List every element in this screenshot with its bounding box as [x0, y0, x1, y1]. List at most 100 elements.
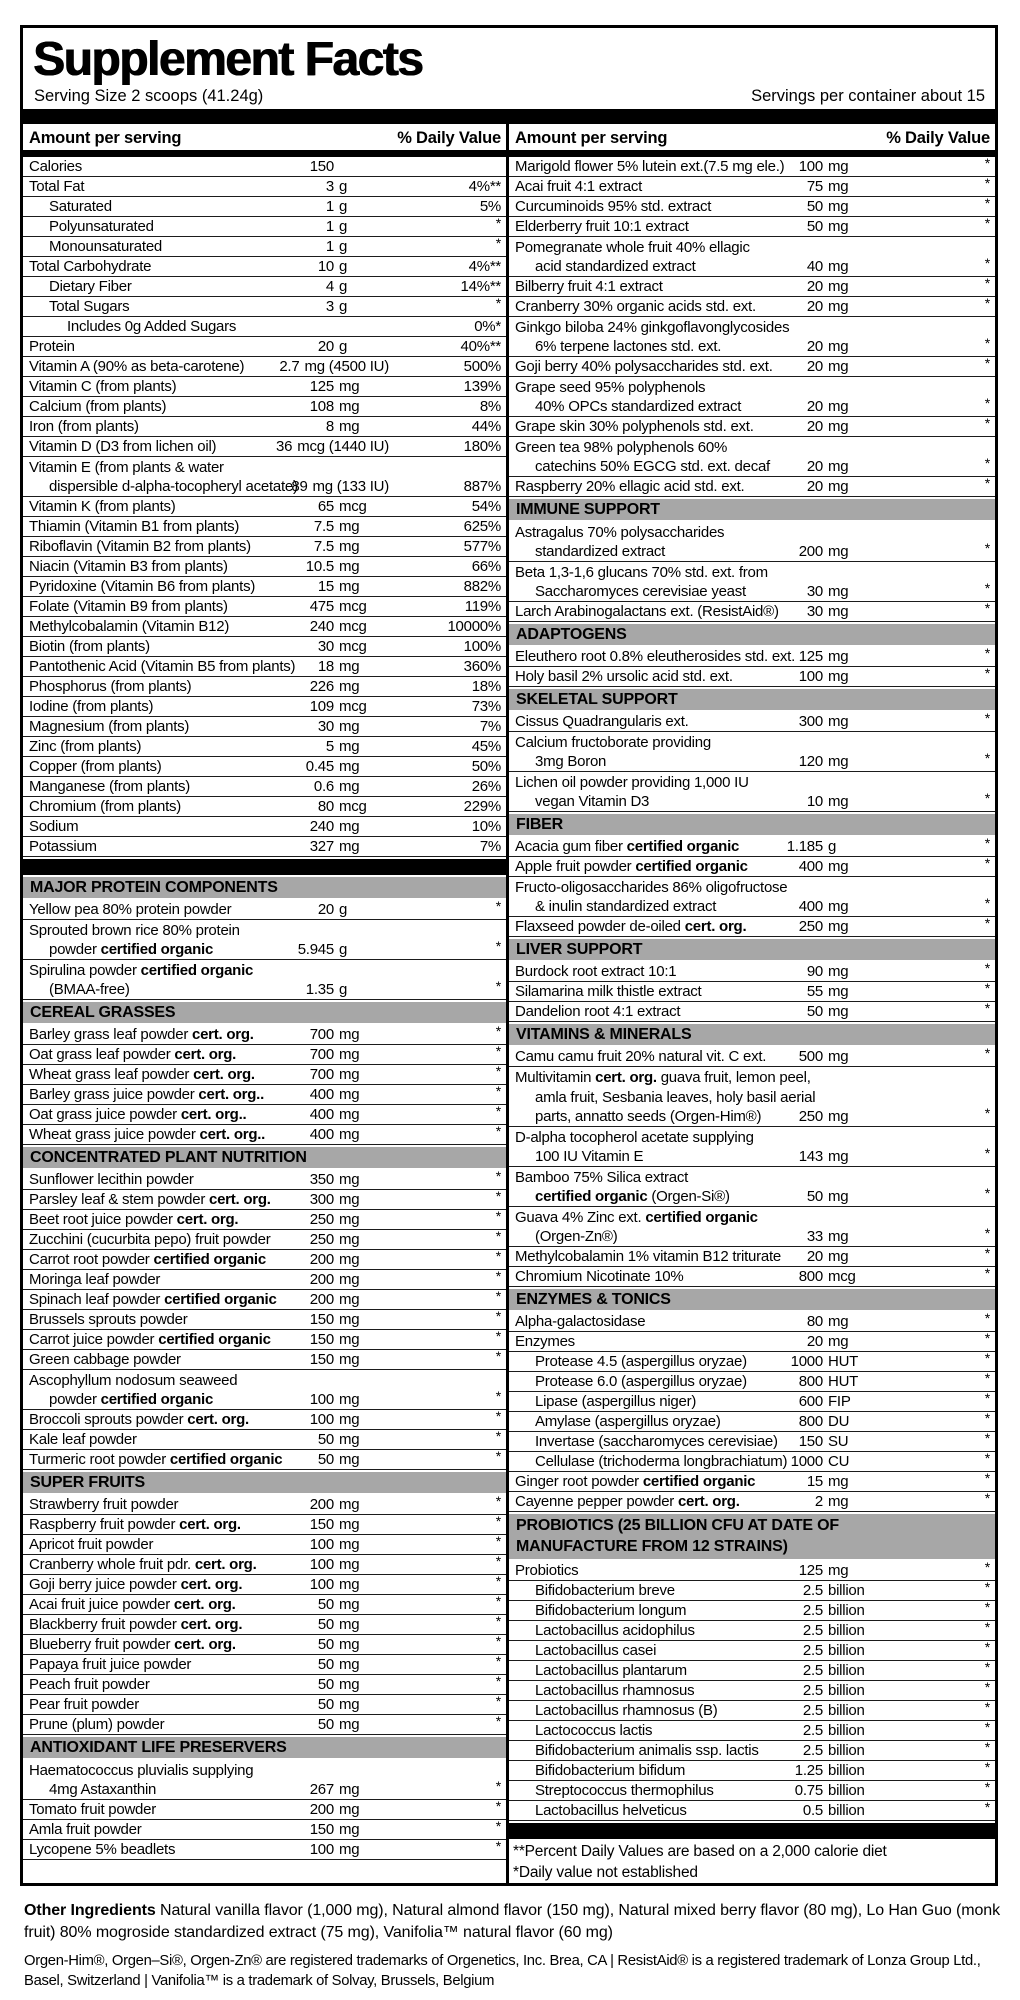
daily-value: * — [984, 1658, 990, 1675]
section-header: ENZYMES & TONICS — [509, 1289, 995, 1310]
amount-unit: mg — [339, 1391, 360, 1408]
ingredient-name: Pear fruit powder — [29, 1696, 139, 1713]
amount-value: 50 — [806, 1188, 823, 1205]
amount-unit: mg — [339, 1781, 360, 1798]
amount-value: 600 — [798, 1393, 824, 1410]
amount-unit: mg — [339, 1106, 360, 1123]
table-row: Enzymes 20 mg * — [509, 1329, 995, 1352]
table-row: Amla fruit powder 150 mg * — [23, 1818, 506, 1840]
amount-value: 2 — [814, 1493, 823, 1510]
amount-unit: mg — [828, 918, 849, 935]
amount-unit: mg — [828, 1108, 849, 1125]
table-row: dispersible d-alpha-tocopheryl acetate) 8… — [23, 477, 506, 497]
ingredient-name: Guava 4% Zinc ext. certified organic — [515, 1208, 758, 1226]
amount-value: 4 — [325, 278, 334, 295]
amount-unit: billion — [828, 1682, 865, 1699]
left-column-rows: Calories 150 Total Fat 3 g 4%** Saturated 1 g 5% P… — [23, 157, 506, 1860]
amount-value: 700 — [309, 1046, 335, 1063]
amount-unit: CU — [828, 1453, 850, 1470]
table-row: Green tea 98% polyphenols 60% — [509, 437, 995, 457]
amount-value: 100 — [309, 1391, 335, 1408]
amount-value: 20 — [806, 278, 823, 295]
amount-unit: mg — [339, 718, 360, 735]
table-row: Methylcobalamin (Vitamin B12) 240 mcg 10000… — [23, 617, 506, 637]
amount-value: 50 — [317, 1676, 334, 1693]
amount-unit: mg (4500 IU) — [304, 358, 389, 375]
daily-value: * — [984, 1329, 990, 1346]
ingredient-name: Oat grass leaf powder cert. org. — [29, 1046, 237, 1063]
amount-unit: mg — [828, 1493, 849, 1510]
table-row: Silamarina milk thistle extract 55 mg * — [509, 980, 995, 1002]
table-row: Strawberry fruit powder 200 mg * — [23, 1493, 506, 1515]
amount-value: 350 — [309, 1171, 335, 1188]
table-row: Elderberry fruit 10:1 extract 50 mg * — [509, 215, 995, 237]
ingredient-name: Carrot juice powder certified organic — [29, 1331, 271, 1348]
amount-value: 475 — [309, 598, 335, 615]
amount-value: 400 — [798, 858, 824, 875]
section-header: PROBIOTICS (25 BILLION CFU AT DATE OF MA… — [509, 1514, 995, 1559]
daily-value: * — [495, 1572, 501, 1589]
table-row: Streptococcus thermophilus 0.75 billion * — [509, 1779, 995, 1801]
ingredient-name: Polyunsaturated — [49, 218, 154, 235]
amount-value: 400 — [309, 1106, 335, 1123]
daily-value: 7% — [479, 718, 501, 735]
daily-value: * — [984, 1184, 990, 1201]
daily-value: 10% — [471, 818, 502, 835]
table-row: Moringa leaf powder 200 mg * — [23, 1268, 506, 1290]
amount-value: 20 — [806, 1333, 823, 1350]
amount-value: 226 — [309, 678, 335, 695]
daily-value: * — [495, 1227, 501, 1244]
amount-value: 20 — [317, 338, 334, 355]
amount-unit: mg — [339, 418, 360, 435]
table-row: 4mg Astaxanthin 267 mg * — [23, 1778, 506, 1800]
table-row: standardized extract 200 mg * — [509, 540, 995, 562]
amount-unit: billion — [828, 1762, 865, 1779]
daily-value: 66% — [471, 558, 502, 575]
daily-value-label: % Daily Value — [397, 129, 501, 147]
daily-value: * — [984, 1718, 990, 1735]
table-row: Apricot fruit powder 100 mg * — [23, 1533, 506, 1555]
daily-value: * — [984, 414, 990, 431]
daily-value: 4%** — [468, 178, 502, 195]
amount-unit: g — [339, 338, 348, 355]
daily-value: 229% — [463, 798, 502, 815]
amount-value: 100 — [798, 668, 824, 685]
ingredient-name: standardized extract — [535, 543, 666, 560]
ingredient-name: Total Fat — [29, 178, 85, 195]
amount-value: 20 — [806, 358, 823, 375]
daily-value: * — [495, 1427, 501, 1444]
amount-value: 50 — [317, 1696, 334, 1713]
ingredient-name: Grape skin 30% polyphenols std. ext. — [515, 418, 754, 435]
table-row: Potassium 327 mg 7% — [23, 837, 506, 857]
daily-value: * — [495, 234, 501, 251]
amount-value: 200 — [309, 1496, 335, 1513]
amount-value: 20 — [806, 418, 823, 435]
daily-value: 5% — [479, 198, 501, 215]
amount-value: 20 — [806, 458, 823, 475]
right-column: Amount per serving % Daily Value Marigol… — [509, 124, 995, 1883]
amount-unit: mg — [828, 793, 849, 810]
table-row: Biotin (from plants) 30 mcg 100% — [23, 637, 506, 657]
amount-unit: mg — [828, 198, 849, 215]
table-row: amla fruit, Sesbania leaves, holy basil … — [509, 1087, 995, 1107]
table-row: Fructo-oligosaccharides 86% oligofructos… — [509, 877, 995, 897]
amount-unit: mg — [339, 538, 360, 555]
amount-value: 100 — [309, 1841, 335, 1858]
amount-value: 30 — [806, 583, 823, 600]
ingredient-name: Total Carbohydrate — [29, 258, 152, 275]
amount-value: 50 — [317, 1596, 334, 1613]
amount-value: 250 — [309, 1231, 335, 1248]
daily-value: * — [984, 1758, 990, 1775]
amount-unit: HUT — [828, 1353, 859, 1370]
table-row: Total Fat 3 g 4%** — [23, 177, 506, 197]
amount-value: 100 — [309, 1536, 335, 1553]
amount-value: 40 — [806, 258, 823, 275]
daily-value: * — [984, 789, 990, 806]
amount-unit: g — [339, 901, 348, 918]
table-row: Lactobacillus rhamnosus (B) 2.5 billion * — [509, 1699, 995, 1721]
ingredient-name: Invertase (saccharomyces cerevisiae) — [535, 1433, 778, 1450]
daily-value: * — [984, 834, 990, 851]
table-row: Lactobacillus rhamnosus 2.5 billion * — [509, 1679, 995, 1701]
ingredient-name: certified organic (Orgen-Si®) — [535, 1188, 730, 1205]
amount-value: 8 — [325, 418, 334, 435]
